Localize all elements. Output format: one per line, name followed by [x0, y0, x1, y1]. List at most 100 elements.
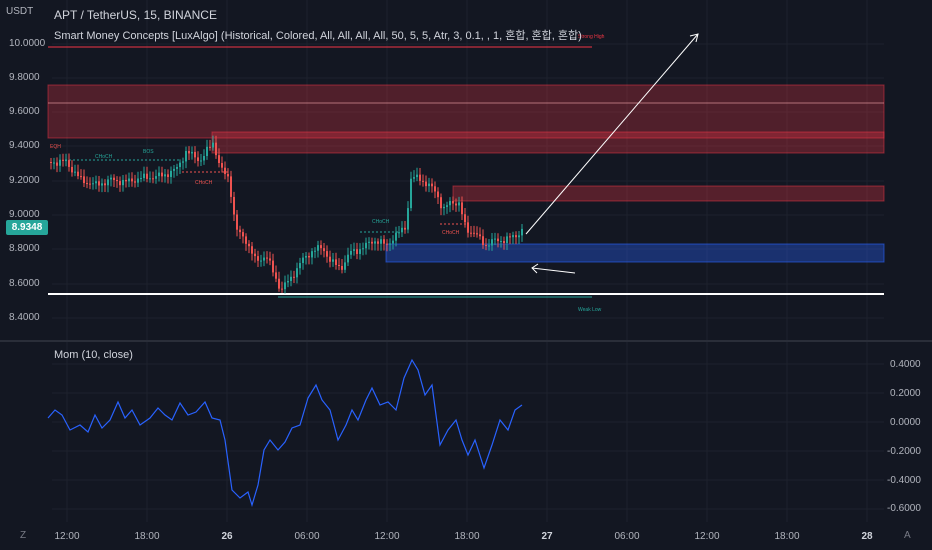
candle: [122, 179, 124, 186]
candle: [290, 276, 292, 282]
candle: [176, 167, 178, 169]
candle: [299, 263, 301, 269]
timezone-icon[interactable]: Z: [20, 530, 27, 541]
bos-label: BOS: [143, 149, 154, 155]
candle: [59, 159, 61, 166]
candle: [386, 243, 388, 245]
candle: [500, 241, 502, 243]
candle: [422, 180, 424, 182]
candle: [215, 142, 217, 156]
candle: [266, 257, 268, 259]
candle: [398, 232, 400, 234]
candle: [497, 238, 499, 242]
candle: [443, 206, 445, 209]
left-arrow-drawing[interactable]: [531, 263, 576, 274]
price-label: 8.6000: [9, 278, 40, 289]
mom-label: -0.2000: [887, 446, 921, 457]
candle: [470, 232, 472, 234]
candle: [317, 245, 319, 251]
currency-label: USDT: [6, 6, 34, 17]
candle: [449, 201, 451, 206]
candle: [389, 243, 391, 245]
mom-legend[interactable]: Mom (10, close): [54, 349, 133, 361]
candle: [314, 250, 316, 252]
candle: [452, 201, 454, 204]
candle: [116, 180, 118, 182]
candle: [185, 151, 187, 162]
candle: [200, 160, 202, 162]
time-label: 06:00: [294, 531, 320, 542]
symbol-title[interactable]: APT / TetherUS, 15, BINANCE: [54, 8, 217, 22]
price-label: 8.4000: [9, 312, 40, 323]
candle: [170, 170, 172, 177]
up-arrow-drawing[interactable]: [525, 33, 699, 235]
price-label: 9.2000: [9, 175, 40, 186]
time-label: 12:00: [694, 531, 720, 542]
candle: [245, 236, 247, 244]
candle: [464, 214, 466, 223]
candle: [512, 235, 514, 238]
candle: [56, 162, 58, 166]
candle: [242, 232, 244, 237]
candle: [296, 268, 298, 278]
candle: [347, 254, 349, 263]
candle: [101, 183, 103, 186]
candle: [104, 183, 106, 186]
candle: [359, 249, 361, 254]
strong-high-label: Strong High: [578, 34, 605, 40]
candle: [281, 288, 283, 290]
candle: [257, 256, 259, 261]
candle: [311, 251, 313, 258]
candlestick-series: [50, 135, 523, 294]
candle: [416, 174, 418, 178]
candle: [332, 259, 334, 262]
candle: [434, 186, 436, 192]
supply-zone: [211, 131, 885, 154]
candle: [233, 196, 235, 215]
candle: [80, 176, 82, 178]
choch-label: CHoCH: [95, 154, 113, 160]
candle: [380, 239, 382, 244]
candle: [344, 262, 346, 270]
candle: [203, 155, 205, 161]
candle: [365, 242, 367, 249]
mom-label: -0.4000: [887, 475, 921, 486]
candle: [278, 278, 280, 289]
candle: [260, 260, 262, 262]
candle: [209, 146, 211, 148]
auto-scale-button[interactable]: A: [904, 530, 911, 541]
candle: [248, 243, 250, 247]
supply-zone: [452, 185, 885, 202]
candle: [95, 181, 97, 184]
time-label: 27: [541, 531, 553, 542]
candle: [230, 176, 232, 197]
mom-label: 0.2000: [890, 388, 921, 399]
candle: [218, 155, 220, 164]
candle: [158, 172, 160, 177]
indicator-legend[interactable]: Smart Money Concepts [LuxAlgo] (Historic…: [54, 30, 582, 42]
candle: [509, 236, 511, 238]
candle: [206, 146, 208, 156]
candle: [383, 239, 385, 244]
candle: [326, 251, 328, 257]
candle: [413, 177, 415, 179]
candle: [143, 173, 145, 179]
candle: [212, 142, 214, 148]
candle: [320, 245, 322, 249]
candle: [146, 173, 148, 179]
candle: [479, 234, 481, 237]
choch-label: CHoCH: [372, 219, 390, 225]
candle: [407, 208, 409, 230]
candle: [131, 178, 133, 182]
candle: [83, 176, 85, 184]
supply-zone: [47, 84, 885, 139]
price-label: 9.0000: [9, 209, 40, 220]
candle: [107, 179, 109, 186]
candle: [71, 166, 73, 173]
time-label: 18:00: [134, 531, 160, 542]
time-label: 18:00: [454, 531, 480, 542]
candle: [284, 282, 286, 290]
candle: [134, 181, 136, 183]
candle: [119, 181, 121, 186]
